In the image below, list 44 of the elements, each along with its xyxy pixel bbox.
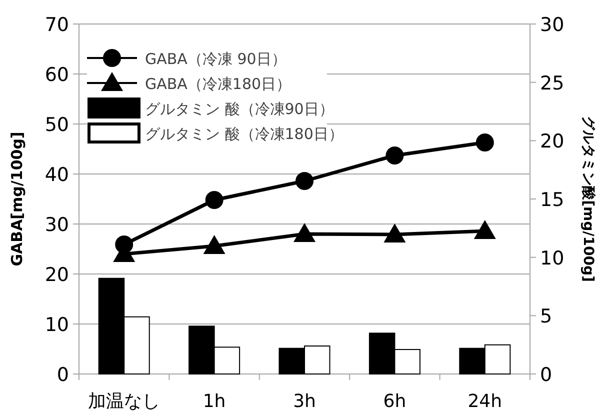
y2-tick-label: 20: [540, 130, 564, 153]
x-tick-label: 加温なし: [88, 391, 160, 412]
bar: [98, 278, 125, 374]
legend-label: グルタミン 酸（冷凍180日）: [145, 125, 344, 143]
bar: [188, 326, 215, 374]
point: [294, 223, 316, 242]
point: [203, 235, 226, 254]
point: [386, 146, 404, 164]
point: [384, 224, 406, 242]
bar: [278, 348, 305, 374]
y2-tick-label: 10: [540, 247, 564, 270]
bar: [304, 346, 330, 374]
y2-tick-label: 25: [540, 72, 564, 94]
y2-tick-label: 30: [540, 14, 564, 36]
y-tick-label: 60: [44, 64, 69, 86]
point: [474, 220, 496, 239]
y2-tick-label: 0: [540, 364, 552, 386]
y2-tick-label: 5: [540, 306, 552, 328]
y-tick-label: 20: [44, 264, 69, 286]
y-tick-label: 70: [44, 14, 69, 36]
bar: [124, 316, 150, 374]
y-tick-label: 0: [56, 364, 69, 386]
bar: [394, 349, 420, 374]
x-tick-label: 1h: [202, 391, 226, 412]
point: [296, 172, 314, 190]
x-tick-label: 24h: [468, 391, 502, 412]
y2-tick-label: 15: [540, 189, 564, 211]
bar: [459, 348, 486, 374]
bar: [484, 344, 511, 374]
legend-label: GABA（冷凍180日）: [145, 75, 292, 93]
bar: [214, 346, 240, 374]
y-tick-label: 50: [44, 114, 69, 136]
point: [476, 134, 494, 152]
y-tick-label: 10: [44, 314, 69, 336]
point: [205, 191, 224, 209]
x-tick-label: 3h: [293, 391, 316, 412]
x-tick-label: 6h: [383, 391, 406, 412]
y-axis-title: GABA[mg/100g]: [8, 132, 26, 266]
y2-axis-title: グルタミン酸[mg/100g]: [580, 116, 596, 282]
legend-label: GABA（冷凍 90日）: [145, 50, 286, 68]
legend-label: グルタミン 酸（冷凍90日）: [145, 100, 334, 118]
y-tick-label: 30: [44, 214, 69, 236]
bar: [368, 332, 396, 374]
y-tick-label: 40: [44, 164, 69, 186]
